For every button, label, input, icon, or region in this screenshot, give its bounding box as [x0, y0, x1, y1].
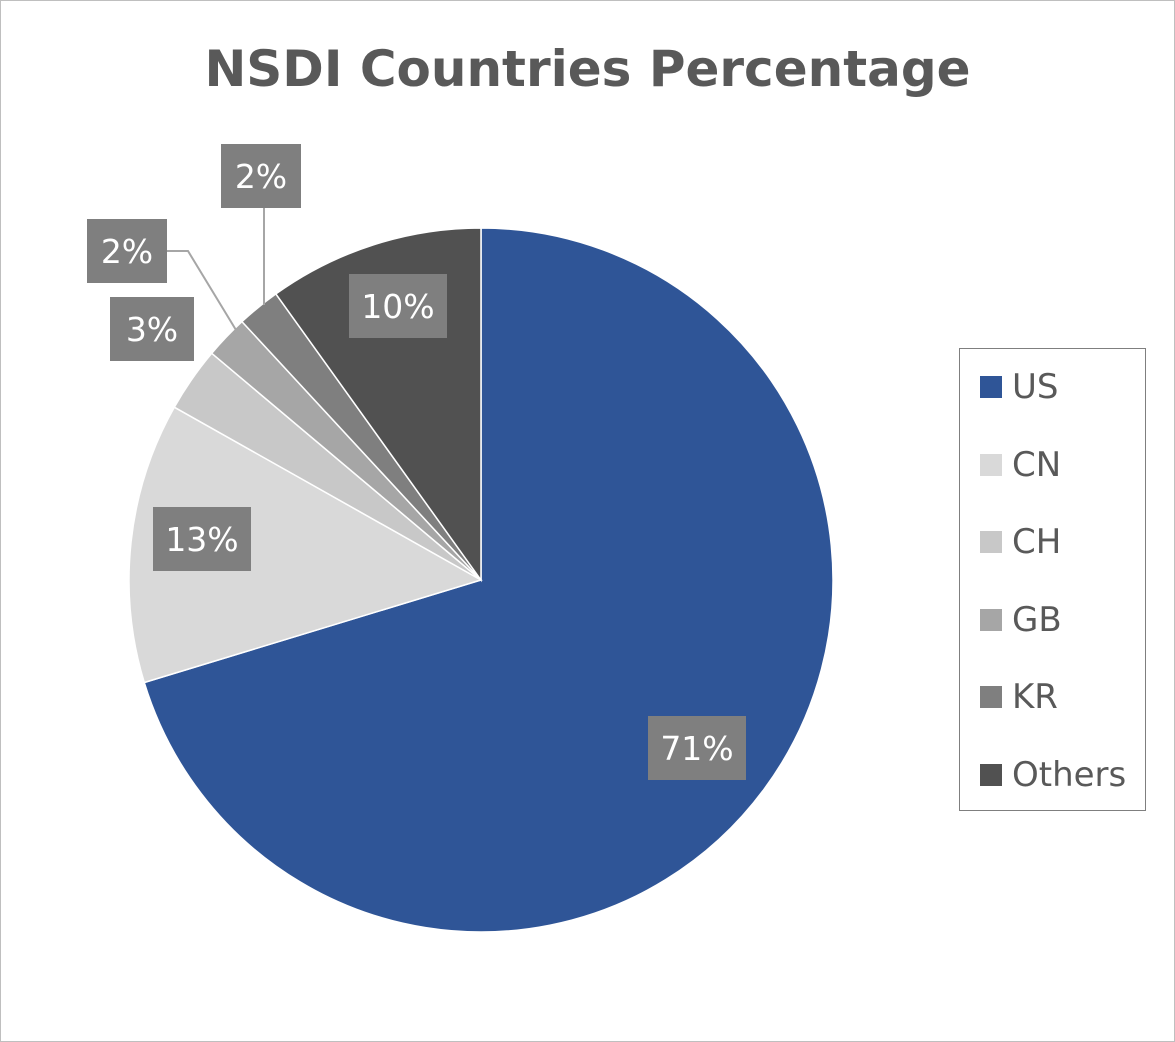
legend-label: CN: [1012, 444, 1062, 485]
legend-swatch: [980, 531, 1002, 553]
pie-slice-cn: [128, 406, 483, 684]
legend-item-us: US: [980, 367, 1058, 407]
data-label-box: [110, 297, 194, 361]
data-labels: 71% 13% 3% 2% 2% 10%: [87, 144, 746, 780]
legend-item-others: Others: [980, 755, 1126, 795]
leader-line-gb: [167, 250, 237, 331]
legend-swatch: [980, 453, 1002, 476]
data-label-kr: 2%: [221, 144, 301, 208]
legend-swatch: [980, 686, 1002, 708]
legend-item-cn: CN: [980, 445, 1061, 485]
data-label-box: [87, 219, 167, 283]
data-label-box: [648, 716, 746, 780]
legend-label: GB: [1012, 599, 1062, 640]
data-label-box: [153, 507, 251, 571]
data-label-text: 3%: [126, 310, 178, 349]
legend-label: CH: [1012, 522, 1062, 562]
data-label-gb: 2%: [87, 219, 167, 283]
chart-title: NSDI Countries Percentage: [204, 40, 971, 98]
legend-label: US: [1012, 367, 1059, 407]
legend-swatch: [980, 763, 1002, 786]
data-label-box: [349, 274, 447, 338]
legend-label: Others: [1012, 754, 1127, 795]
data-label-text: 10%: [361, 287, 434, 326]
legend-item-gb: GB: [980, 600, 1062, 640]
data-label-text: 71%: [660, 729, 733, 768]
leader-lines: [167, 208, 265, 331]
legend-item-kr: KR: [980, 677, 1058, 717]
data-label-text: 2%: [235, 157, 287, 196]
data-label-text: 2%: [101, 232, 153, 271]
data-label-box: [221, 144, 301, 208]
legend-swatch: [980, 376, 1002, 398]
legend-swatch: [980, 608, 1002, 631]
legend-label: KR: [1012, 677, 1058, 717]
data-label-text: 13%: [165, 520, 238, 559]
data-label-others: 10%: [349, 274, 447, 338]
data-label-cn: 13%: [153, 507, 251, 571]
legend: US CN CH GB KR Others: [959, 348, 1146, 811]
data-label-ch: 3%: [110, 297, 194, 361]
legend-item-ch: CH: [980, 522, 1061, 562]
data-label-us: 71%: [648, 716, 746, 780]
pie-slices: [128, 227, 834, 933]
